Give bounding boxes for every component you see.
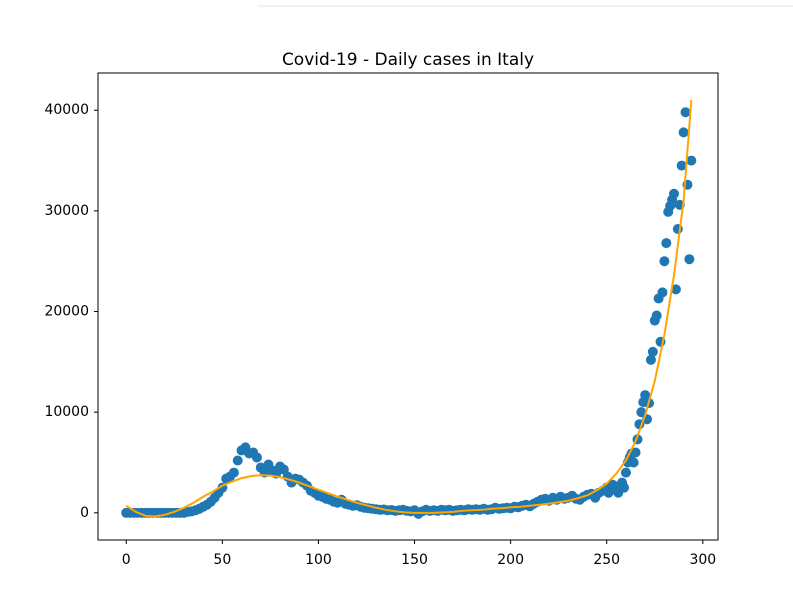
x-tick-label: 0 (122, 552, 131, 568)
y-tick-label: 40000 (44, 102, 89, 118)
x-tick-label: 200 (497, 552, 524, 568)
x-tick-label: 250 (593, 552, 620, 568)
point (668, 188, 679, 199)
point (661, 238, 672, 249)
point (251, 452, 262, 463)
x-tick-label: 300 (689, 552, 716, 568)
point (620, 467, 631, 478)
fit-line (125, 100, 693, 518)
point (678, 127, 689, 138)
point (232, 455, 243, 466)
point (670, 284, 681, 295)
point (636, 407, 647, 418)
point (659, 256, 670, 267)
point (686, 155, 697, 166)
axes-frame (97, 72, 719, 541)
point (680, 107, 691, 118)
x-tick-label: 150 (401, 552, 428, 568)
point (645, 354, 656, 365)
y-tick-label: 0 (80, 505, 89, 521)
point (228, 467, 239, 478)
point (684, 254, 695, 265)
x-tick-label: 100 (305, 552, 332, 568)
point (640, 390, 651, 401)
y-tick-label: 30000 (44, 203, 89, 219)
y-tick-label: 10000 (44, 404, 89, 420)
point (657, 287, 668, 298)
point (628, 457, 639, 468)
chart-title: Covid-19 - Daily cases in Italy (282, 50, 534, 70)
point (647, 346, 658, 357)
point (676, 160, 687, 171)
point (630, 447, 641, 458)
point (619, 482, 630, 493)
point (651, 310, 662, 321)
y-tick-label: 20000 (44, 304, 89, 320)
x-tick-label: 50 (213, 552, 231, 568)
